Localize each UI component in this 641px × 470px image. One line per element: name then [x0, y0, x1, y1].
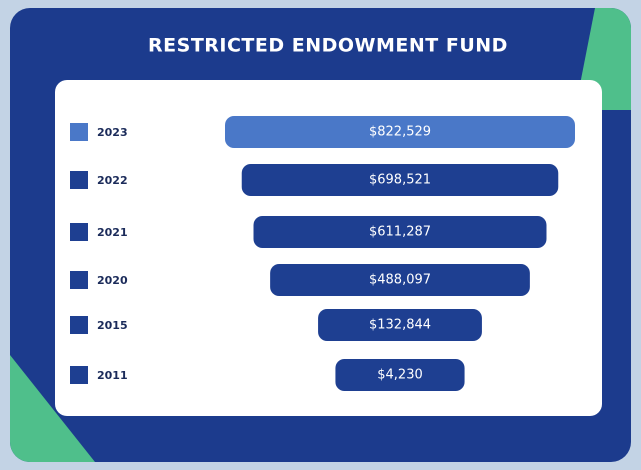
- legend-swatch: [70, 223, 88, 241]
- legend-swatch: [70, 316, 88, 334]
- legend-swatch: [70, 366, 88, 384]
- bar: [253, 216, 547, 248]
- bar: [318, 309, 482, 341]
- legend-swatch: [70, 271, 88, 289]
- category-label: 2023: [97, 126, 128, 139]
- chart-title: RESTRICTED ENDOWMENT FUND: [148, 35, 508, 57]
- value-label: $822,529: [369, 125, 431, 140]
- value-label: $132,844: [369, 318, 431, 333]
- category-label: 2015: [97, 319, 128, 332]
- legend-swatch: [70, 171, 88, 189]
- accent-shape: [10, 355, 95, 462]
- bar: [270, 264, 530, 296]
- legend-swatch: [70, 123, 88, 141]
- value-label: $698,521: [369, 173, 431, 188]
- value-label: $4,230: [377, 368, 423, 383]
- bar: [225, 116, 575, 148]
- value-label: $488,097: [369, 273, 431, 288]
- value-label: $611,287: [369, 225, 431, 240]
- bar: [241, 164, 559, 196]
- category-label: 2021: [97, 226, 128, 239]
- category-label: 2022: [97, 174, 128, 187]
- category-label: 2020: [97, 274, 128, 287]
- bar: [335, 359, 465, 391]
- funnel: 2023 $822,529 2022 $698,521 2021 $611,287 2020…: [70, 116, 575, 391]
- category-label: 2011: [97, 369, 128, 382]
